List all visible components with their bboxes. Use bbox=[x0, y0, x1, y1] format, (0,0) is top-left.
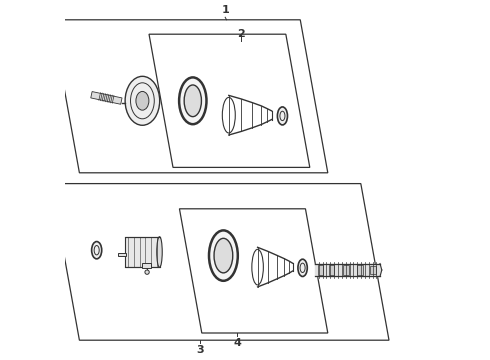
Ellipse shape bbox=[179, 77, 206, 124]
Ellipse shape bbox=[136, 91, 149, 110]
Polygon shape bbox=[91, 91, 122, 104]
Ellipse shape bbox=[277, 107, 288, 125]
Ellipse shape bbox=[214, 238, 233, 273]
Polygon shape bbox=[318, 265, 323, 275]
Polygon shape bbox=[328, 265, 334, 275]
Text: 2: 2 bbox=[238, 29, 245, 39]
Ellipse shape bbox=[184, 85, 201, 117]
Polygon shape bbox=[370, 266, 376, 274]
Text: 3: 3 bbox=[196, 345, 204, 355]
Polygon shape bbox=[125, 237, 160, 267]
Ellipse shape bbox=[125, 76, 160, 125]
Ellipse shape bbox=[209, 230, 238, 281]
Ellipse shape bbox=[157, 237, 162, 267]
Polygon shape bbox=[357, 265, 363, 275]
Polygon shape bbox=[343, 265, 349, 275]
Text: 1: 1 bbox=[221, 5, 229, 15]
Circle shape bbox=[145, 270, 149, 274]
Ellipse shape bbox=[92, 242, 102, 259]
Text: 4: 4 bbox=[233, 338, 241, 348]
Polygon shape bbox=[118, 253, 126, 256]
Polygon shape bbox=[143, 263, 151, 268]
Ellipse shape bbox=[298, 259, 307, 276]
